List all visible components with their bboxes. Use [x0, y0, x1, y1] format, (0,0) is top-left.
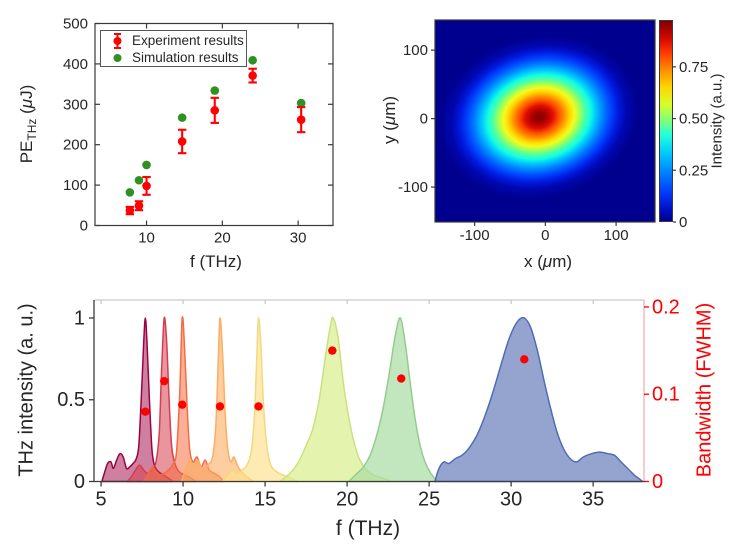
svg-text:0: 0	[420, 111, 428, 128]
spectra-x-axis-label: f (THz)	[335, 517, 401, 540]
svg-text:-100: -100	[398, 179, 428, 196]
panel-thz-spectra: 5 10 15 20 25 30 35 0 0.5 1 0 0.1 0.2 f (THz) THz in…	[0, 270, 741, 549]
svg-text:0: 0	[80, 218, 88, 235]
svg-text:0: 0	[74, 471, 85, 493]
svg-text:25: 25	[418, 489, 440, 511]
errorbar-marker-icon	[110, 32, 125, 50]
beam-y-axis-label: y (μm)	[380, 95, 399, 145]
legend-label-simulation: Simulation results	[132, 50, 239, 65]
svg-text:1: 1	[74, 307, 85, 329]
svg-text:30: 30	[290, 230, 307, 247]
svg-text:0.1: 0.1	[652, 384, 680, 406]
svg-text:100: 100	[63, 177, 88, 194]
svg-text:200: 200	[63, 137, 88, 154]
svg-text:0.2: 0.2	[652, 296, 680, 318]
beam-x-axis-label: x (μm)	[523, 252, 573, 271]
beam-spot	[435, 20, 655, 219]
dot-marker-icon	[110, 49, 125, 67]
svg-text:30: 30	[500, 489, 522, 511]
svg-text:0: 0	[652, 471, 663, 493]
svg-text:0.25: 0.25	[679, 162, 708, 179]
svg-text:300: 300	[63, 96, 88, 113]
svg-text:15: 15	[254, 489, 276, 511]
svg-text:35: 35	[582, 489, 604, 511]
legend-row-experiment: Experiment results	[110, 32, 246, 49]
svg-text:100: 100	[604, 227, 629, 244]
pe-y-axis-label: PETHz (μJ)	[16, 84, 40, 164]
legend: Experiment results Simulation results	[100, 30, 247, 67]
legend-label-experiment: Experiment results	[132, 33, 244, 48]
svg-text:20: 20	[336, 489, 358, 511]
svg-text:10: 10	[138, 230, 155, 247]
svg-text:0: 0	[679, 214, 687, 231]
legend-row-simulation: Simulation results	[110, 49, 246, 66]
svg-text:0.75: 0.75	[679, 59, 708, 76]
svg-text:0.50: 0.50	[679, 111, 708, 128]
panel-pe-scatter: 10 20 30 0 100 200 300 400 500 Experiment result…	[0, 0, 370, 271]
svg-text:20: 20	[214, 230, 231, 247]
svg-text:100: 100	[403, 42, 428, 59]
svg-text:400: 400	[63, 56, 88, 73]
svg-text:0.5: 0.5	[57, 389, 85, 411]
colorbar-label: Intensity (a.u.)	[708, 73, 726, 169]
svg-text:500: 500	[63, 16, 88, 33]
svg-text:-100: -100	[460, 227, 490, 244]
panel-beam-profile: -100 0 100 -100 0 100 0 0.25 0.50 0.75 x (μm) y (…	[370, 0, 741, 271]
spectra-right-axis-label: Bandwidth (FWHM)	[693, 302, 716, 478]
pe-x-axis-label: f (THz)	[190, 252, 242, 271]
spectra-left-axis-label: THz intensity (a. u.)	[15, 303, 38, 477]
colorbar	[659, 20, 673, 222]
beam-heatmap	[435, 20, 655, 222]
svg-text:5: 5	[95, 489, 106, 511]
svg-text:0: 0	[541, 227, 549, 244]
svg-text:10: 10	[172, 489, 194, 511]
